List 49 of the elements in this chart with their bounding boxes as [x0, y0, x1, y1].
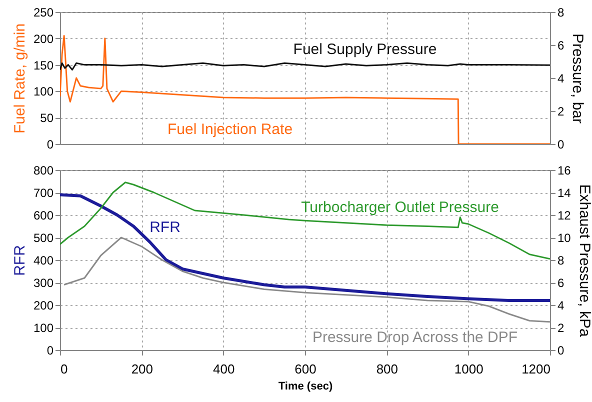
y-tick-label: 0: [46, 344, 54, 358]
y-axis-title: Fuel Rate, g/min: [11, 23, 28, 134]
y-tick-label: 400: [33, 254, 54, 268]
y-tick-label: 0: [46, 138, 54, 152]
x-tick-label: 1000: [454, 362, 484, 376]
y2-tick-label: 6: [558, 38, 564, 52]
y2-tick-label: 2: [558, 321, 564, 335]
y-tick-label: 100: [33, 84, 54, 99]
line-series: [60, 182, 550, 260]
y-tick-label: 150: [33, 58, 54, 72]
series-label: Turbocharger Outlet Pressure: [301, 199, 499, 216]
y-tick-label: 250: [33, 6, 54, 20]
series-label: Fuel Supply Pressure: [293, 41, 437, 58]
y-tick-label: 200: [33, 298, 54, 312]
y-axis-title: RFR: [11, 244, 28, 276]
y-tick-label: 300: [33, 276, 54, 290]
y2-tick-label: 14: [558, 186, 572, 200]
x-tick-label: 400: [212, 362, 235, 376]
x-axis-title: Time (sec): [278, 380, 333, 392]
x-tick-label: 800: [376, 362, 398, 376]
y2-tick-label: 12: [558, 208, 572, 222]
y2-tick-label: 2: [558, 104, 564, 118]
y2-tick-label: 10: [558, 231, 572, 245]
y-tick-label: 50: [40, 111, 54, 126]
y2-axis-title: Pressure, bar: [569, 33, 586, 124]
line-series: [60, 62, 550, 70]
y2-axis-title: Exhaust Pressure, kPa: [576, 184, 592, 338]
series-label: Pressure Drop Across the DPF: [312, 329, 518, 346]
y2-tick-label: 8: [558, 6, 564, 20]
y2-tick-label: 0: [558, 344, 564, 358]
y-tick-label: 200: [33, 32, 54, 46]
y2-tick-label: 8: [558, 254, 564, 268]
line-series: [60, 193, 550, 302]
x-tick-label: 600: [294, 362, 316, 376]
series-label: RFR: [150, 219, 181, 236]
y-tick-label: 500: [33, 231, 54, 245]
y2-tick-label: 0: [558, 138, 564, 152]
y-tick-label: 100: [33, 321, 54, 335]
y2-tick-label: 4: [558, 72, 564, 86]
x-tick-label: 1200: [522, 362, 550, 376]
x-tick-label: 0: [60, 362, 68, 376]
y-tick-label: 800: [33, 164, 54, 178]
y2-tick-label: 6: [558, 276, 564, 290]
x-tick-label: 200: [131, 362, 154, 376]
y-tick-label: 600: [33, 208, 54, 222]
y2-tick-label: 16: [558, 164, 572, 178]
y2-tick-label: 4: [558, 298, 564, 312]
y-tick-label: 700: [33, 186, 54, 200]
series-label: Fuel Injection Rate: [167, 121, 293, 138]
